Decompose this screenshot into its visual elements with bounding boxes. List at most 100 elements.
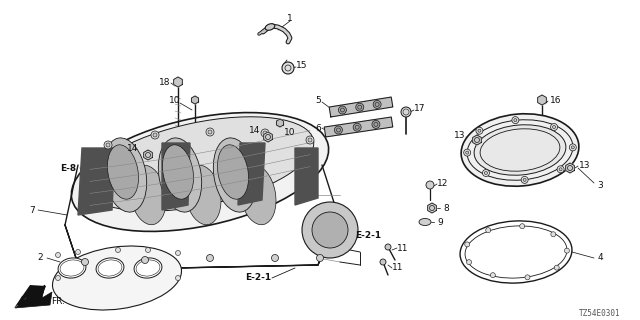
Circle shape [486, 228, 491, 233]
Polygon shape [324, 117, 393, 137]
Circle shape [282, 62, 294, 74]
Ellipse shape [265, 24, 275, 30]
Polygon shape [162, 143, 190, 210]
Circle shape [308, 138, 312, 142]
Polygon shape [264, 132, 273, 142]
Circle shape [570, 144, 576, 151]
Text: 5: 5 [315, 95, 321, 105]
Circle shape [302, 202, 358, 258]
Circle shape [483, 170, 490, 177]
Text: 4: 4 [597, 253, 603, 262]
Circle shape [490, 273, 495, 278]
Circle shape [572, 146, 574, 149]
Polygon shape [15, 285, 52, 308]
Polygon shape [428, 203, 436, 213]
Ellipse shape [419, 219, 431, 226]
Circle shape [520, 224, 525, 229]
Ellipse shape [134, 258, 162, 278]
Text: TZ54E0301: TZ54E0301 [579, 308, 621, 317]
Ellipse shape [72, 113, 328, 231]
Text: 14: 14 [127, 143, 139, 153]
Circle shape [385, 244, 391, 250]
Circle shape [175, 251, 180, 255]
Text: 8: 8 [443, 204, 449, 212]
Text: E-8: E-8 [60, 164, 76, 172]
Text: 17: 17 [414, 103, 426, 113]
Circle shape [478, 129, 481, 132]
Polygon shape [78, 148, 115, 215]
Ellipse shape [474, 125, 566, 175]
Circle shape [426, 181, 434, 189]
Polygon shape [238, 143, 265, 205]
Polygon shape [329, 97, 393, 117]
Text: 10: 10 [169, 95, 180, 105]
Circle shape [372, 120, 380, 128]
Circle shape [557, 166, 564, 173]
Circle shape [145, 247, 150, 252]
Circle shape [81, 259, 88, 266]
Circle shape [465, 242, 470, 247]
Circle shape [153, 133, 157, 137]
Circle shape [56, 276, 61, 281]
Text: 3: 3 [597, 180, 603, 189]
Circle shape [525, 275, 530, 280]
Circle shape [380, 259, 386, 265]
Text: 7: 7 [29, 205, 35, 214]
Circle shape [550, 124, 557, 131]
Circle shape [551, 232, 556, 237]
Ellipse shape [103, 138, 147, 212]
Circle shape [106, 143, 110, 147]
Circle shape [564, 248, 570, 253]
Circle shape [356, 103, 364, 111]
Circle shape [554, 265, 559, 270]
Circle shape [523, 178, 526, 181]
Circle shape [521, 176, 528, 183]
Text: E-2-1: E-2-1 [245, 274, 271, 283]
Polygon shape [295, 148, 318, 205]
Ellipse shape [461, 114, 579, 186]
Text: 10: 10 [284, 127, 296, 137]
Text: 13: 13 [579, 161, 591, 170]
Text: 6: 6 [315, 124, 321, 132]
Circle shape [76, 250, 81, 254]
Text: 1: 1 [287, 13, 293, 22]
Circle shape [484, 172, 488, 174]
Text: 16: 16 [550, 95, 562, 105]
Circle shape [175, 276, 180, 281]
Circle shape [559, 168, 562, 171]
Text: E-2-1: E-2-1 [355, 230, 381, 239]
Polygon shape [276, 119, 284, 127]
Ellipse shape [96, 258, 124, 278]
Circle shape [552, 125, 556, 129]
Text: 18: 18 [159, 77, 171, 86]
Circle shape [104, 141, 112, 149]
Polygon shape [191, 96, 198, 104]
Circle shape [56, 252, 61, 258]
Polygon shape [143, 150, 152, 160]
Circle shape [476, 127, 483, 134]
Circle shape [466, 151, 468, 154]
Text: 13: 13 [454, 131, 466, 140]
Polygon shape [538, 95, 547, 105]
Polygon shape [566, 163, 574, 173]
Text: 12: 12 [437, 179, 449, 188]
Ellipse shape [52, 246, 182, 310]
Circle shape [141, 257, 148, 263]
Circle shape [306, 136, 314, 144]
Ellipse shape [86, 117, 314, 211]
Circle shape [317, 254, 323, 261]
Text: 15: 15 [296, 60, 308, 69]
Circle shape [401, 107, 411, 117]
Circle shape [206, 128, 214, 136]
Ellipse shape [108, 145, 138, 199]
Ellipse shape [58, 258, 86, 278]
Circle shape [151, 131, 159, 139]
Circle shape [207, 254, 214, 261]
Text: 9: 9 [437, 218, 443, 227]
Polygon shape [14, 285, 46, 308]
Text: 2: 2 [37, 253, 43, 262]
Ellipse shape [185, 165, 221, 225]
Polygon shape [173, 77, 182, 87]
Circle shape [261, 129, 269, 137]
Circle shape [464, 149, 470, 156]
